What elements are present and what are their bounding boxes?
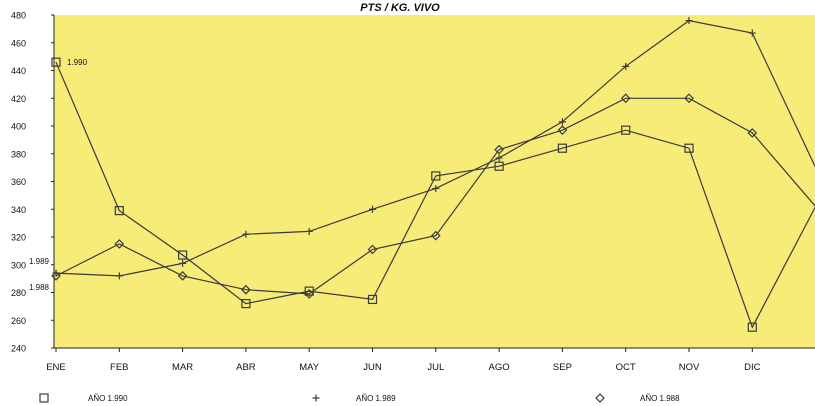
chart-title: PTS / KG. VIVO	[360, 2, 440, 14]
series-square	[51, 57, 815, 332]
x-tick-label: MAR	[172, 362, 193, 373]
data-point	[557, 125, 568, 136]
y-tick-label: 340	[11, 205, 26, 215]
data-point	[747, 128, 758, 138]
data-point	[115, 272, 123, 280]
x-tick-label: AGO	[489, 362, 510, 373]
data-point	[367, 294, 378, 305]
x-tick-label: ENE	[46, 362, 66, 373]
data-point	[305, 227, 313, 235]
data-point	[51, 57, 61, 67]
data-point	[622, 62, 630, 70]
x-tick-label: NOV	[679, 362, 700, 373]
legend-label: AÑO 1.990	[88, 394, 128, 403]
data-point	[685, 17, 693, 25]
data-point	[684, 93, 694, 104]
data-point	[621, 125, 631, 135]
data-point	[241, 299, 251, 309]
data-point	[369, 205, 376, 213]
data-point	[241, 284, 251, 295]
data-point	[494, 161, 504, 171]
data-point	[748, 29, 756, 37]
y-tick-label: 240	[11, 344, 26, 354]
data-point	[494, 144, 504, 155]
data-point	[431, 171, 441, 181]
series-label-1988: 1.988	[29, 283, 50, 292]
x-tick-label: SEP	[553, 362, 572, 373]
x-tick-label: DIC	[744, 362, 761, 373]
data-point	[747, 322, 757, 332]
data-point	[242, 230, 250, 238]
series-layer: 1.990 1.989 1.988	[29, 17, 815, 332]
series-line	[55, 97, 815, 295]
data-point	[114, 239, 125, 249]
data-point	[430, 230, 441, 241]
plot-area	[54, 15, 815, 348]
data-point	[367, 244, 378, 255]
y-tick-label: 400	[11, 122, 26, 132]
x-tick-label: FEB	[110, 362, 128, 373]
y-tick-label: 440	[11, 66, 26, 76]
series-label-1989: 1.989	[29, 257, 50, 266]
axes: 240 260 280 300 320 340 360 380 400 420 440 460 480 E…	[11, 11, 815, 373]
legend: AÑO 1.990 AÑO 1.989 AÑO 1.988	[39, 393, 680, 403]
legend-marker	[39, 393, 49, 403]
data-point	[178, 250, 188, 260]
legend-label: AÑO 1.988	[640, 394, 680, 403]
x-tick-label: MAY	[299, 362, 320, 373]
data-point	[495, 154, 503, 162]
data-point	[684, 143, 694, 153]
data-point	[51, 271, 61, 281]
legend-marker	[312, 394, 320, 402]
y-tick-label: 380	[11, 149, 26, 159]
data-point	[114, 206, 124, 216]
y-tick-label: 420	[11, 94, 26, 104]
data-point	[179, 259, 187, 267]
x-tick-label: JUL	[427, 362, 444, 373]
y-tick-label: 300	[11, 260, 26, 270]
data-point	[557, 143, 568, 153]
series-label-1990: 1.990	[67, 58, 88, 67]
y-tick-label: 280	[11, 288, 26, 298]
data-point	[304, 289, 315, 299]
x-tick-label: OCT	[616, 362, 636, 373]
y-tick-label: 460	[11, 38, 26, 48]
data-point	[620, 93, 631, 104]
y-tick-label: 260	[11, 316, 26, 326]
series-diamond	[51, 93, 815, 299]
legend-label: AÑO 1.989	[356, 394, 396, 403]
series-plus	[52, 17, 815, 280]
data-point	[558, 118, 566, 126]
x-tick-label: ABR	[236, 362, 256, 373]
data-point	[177, 271, 188, 281]
data-point	[432, 184, 440, 192]
legend-marker	[595, 393, 605, 403]
y-tick-label: 360	[11, 177, 26, 187]
series-line	[55, 61, 815, 329]
x-tick-label: JUN	[363, 362, 382, 373]
y-tick-label: 480	[11, 11, 26, 21]
y-tick-label: 320	[11, 233, 26, 243]
